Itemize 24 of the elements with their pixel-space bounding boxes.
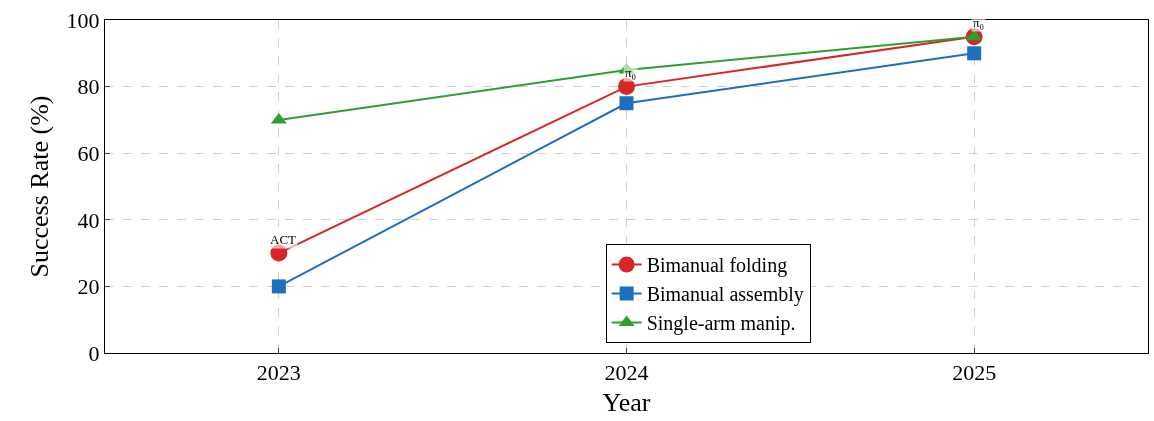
x-tick-label: 2023 [256,360,301,386]
legend-label: Bimanual assembly [646,283,804,307]
point [966,29,983,41]
x-tick-label: 2024 [604,360,649,386]
point [270,112,287,124]
y-tick-label: 80 [77,74,100,100]
y-tick-label: 20 [77,274,100,300]
point [619,96,634,111]
y-tick-label: 60 [77,140,100,166]
annotation: ACT [270,232,297,247]
y-axis-title: Success Rate (%) [25,95,54,278]
y-tick-label: 40 [77,207,100,233]
annotation: π₀ [625,65,637,80]
y-tick-label: 100 [66,7,100,33]
point [618,78,635,96]
x-axis-title: Year [602,388,651,418]
point [270,244,288,262]
point [271,279,286,294]
y-tick-label: 0 [88,340,100,366]
annotation: π₀ [973,15,985,30]
point [967,46,982,61]
x-tick-label: 2025 [952,360,997,386]
legend-label: Bimanual folding [646,254,788,278]
legend-label: Single-arm manip. [646,312,796,336]
